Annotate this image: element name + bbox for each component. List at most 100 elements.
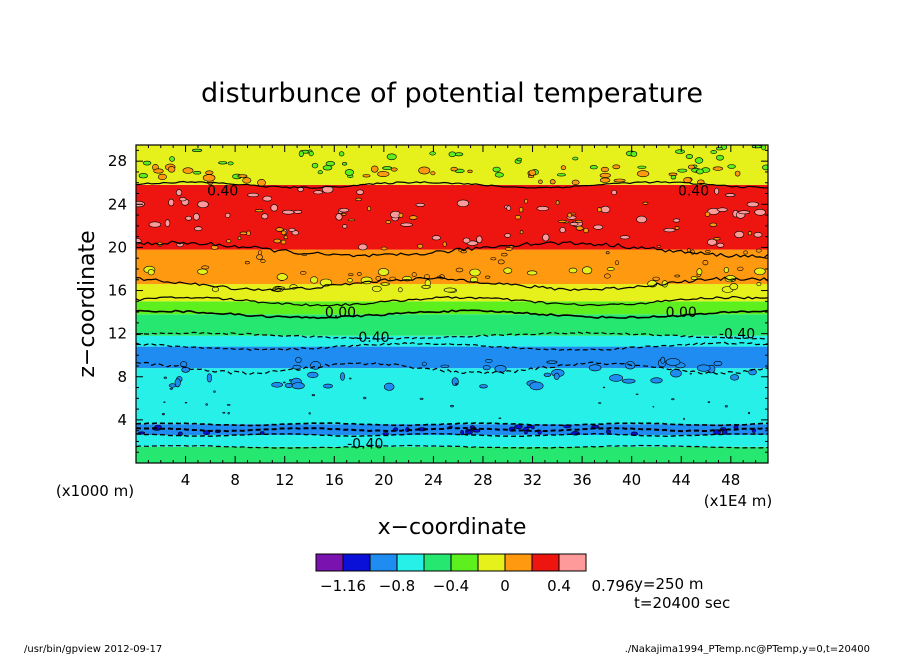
orange-cell [455, 267, 464, 273]
pink-patch [175, 189, 183, 196]
orange-cell [743, 250, 748, 255]
green-plume [696, 168, 704, 175]
x-tick-label: 12 [275, 471, 294, 489]
blue-speck [419, 397, 424, 400]
x-tick-label: 36 [573, 471, 592, 489]
blue-patch [730, 374, 740, 381]
blue-patch [292, 364, 302, 370]
y-tick-label: 4 [117, 411, 127, 429]
orange-cell [341, 212, 347, 216]
color-band-9 [136, 249, 768, 285]
orange-cell [273, 238, 282, 244]
green-plume [557, 173, 566, 177]
colorbar-swatch [504, 553, 533, 572]
contour-line [136, 240, 768, 259]
pink-patch [753, 232, 763, 238]
blue-patch [622, 378, 636, 384]
yellow-patch [723, 266, 729, 273]
pink-patch [456, 199, 470, 208]
x-tick-label: 8 [230, 471, 240, 489]
yellow-patch [568, 267, 578, 274]
orange-patch [257, 179, 266, 187]
yellow-patch [756, 282, 762, 287]
blue-patch [291, 382, 305, 390]
yellow-patch [729, 283, 739, 291]
colorbar-label: 0.4 [547, 577, 571, 595]
orange-cell [704, 211, 711, 217]
x-tick-label: 32 [523, 471, 542, 489]
pink-patch [559, 227, 566, 234]
blue-speck [288, 379, 293, 382]
orange-patch [377, 171, 390, 177]
orange-cell [558, 219, 567, 223]
pink-patch [734, 231, 745, 239]
green-plume [142, 160, 152, 166]
blue-speck [671, 398, 675, 401]
blue-patch [307, 371, 319, 379]
pink-patch [194, 226, 203, 231]
yellow-patch [371, 285, 382, 292]
contour-line [136, 276, 768, 292]
pink-patch [288, 227, 296, 232]
orange-cell [518, 207, 524, 213]
color-band-3 [136, 368, 768, 425]
orange-cell [709, 222, 718, 227]
green-plume [448, 151, 456, 158]
contour-lines [136, 180, 768, 449]
orange-cell [583, 227, 589, 234]
blue-speck [163, 376, 167, 379]
orange-cell [398, 212, 404, 218]
contour-label: -0.40 [719, 327, 755, 343]
y-tick-label: 16 [108, 282, 127, 300]
blue-patch [588, 364, 602, 372]
orange-cell [283, 235, 289, 240]
yellow-patch [469, 268, 481, 277]
colorbar-swatch [423, 553, 452, 572]
pink-patch [593, 224, 604, 230]
orange-cell [575, 225, 584, 231]
green-plume [492, 166, 501, 173]
orange-cell [747, 231, 753, 236]
pink-patch [342, 224, 348, 229]
pink-patch [542, 233, 550, 242]
orange-cell [597, 207, 602, 213]
green-plume [344, 169, 355, 176]
orange-cell [226, 239, 232, 244]
orange-cell [604, 273, 611, 279]
green-plume [227, 161, 234, 166]
y-tick-label: 24 [108, 195, 127, 213]
orange-cell [280, 239, 287, 245]
contour-line-negative [136, 444, 768, 449]
pink-patch [262, 195, 273, 202]
colorbar-label: 0.796 [592, 577, 635, 595]
orange-cell [574, 219, 583, 223]
orange-patch [668, 172, 678, 177]
colorbar-label: −0.8 [379, 577, 415, 595]
plot-frame [135, 144, 769, 464]
blue-patch [546, 360, 558, 364]
orange-cell [713, 237, 721, 241]
y-axis-label: z−coordinate [75, 230, 100, 377]
y-unit-note: (x1000 m) [56, 482, 134, 500]
color-band-2 [136, 424, 768, 435]
blue-speck [222, 411, 226, 414]
yellow-patch [754, 267, 766, 276]
orange-cell [497, 259, 505, 265]
green-plume [762, 164, 768, 171]
blue-speck [348, 377, 352, 380]
footer-left: /usr/bin/gpview 2012-09-17 [24, 644, 162, 654]
orange-patch [157, 173, 167, 180]
blue-patch [421, 361, 427, 367]
pink-patch [282, 209, 295, 215]
colorbar-labels: −1.16 −0.8 −0.4 0 0.4 0.796 [320, 577, 634, 595]
pink-patch [225, 212, 231, 218]
contour-label: 0.00 [325, 305, 356, 321]
orange-cell [257, 250, 263, 256]
orange-patch [242, 177, 252, 184]
orange-cell [570, 212, 577, 216]
colorbar-swatch [531, 553, 560, 572]
yellow-patch [421, 285, 431, 289]
x-tick-label: 24 [424, 471, 443, 489]
orange-cell [501, 252, 508, 257]
orange-patch [528, 169, 537, 176]
